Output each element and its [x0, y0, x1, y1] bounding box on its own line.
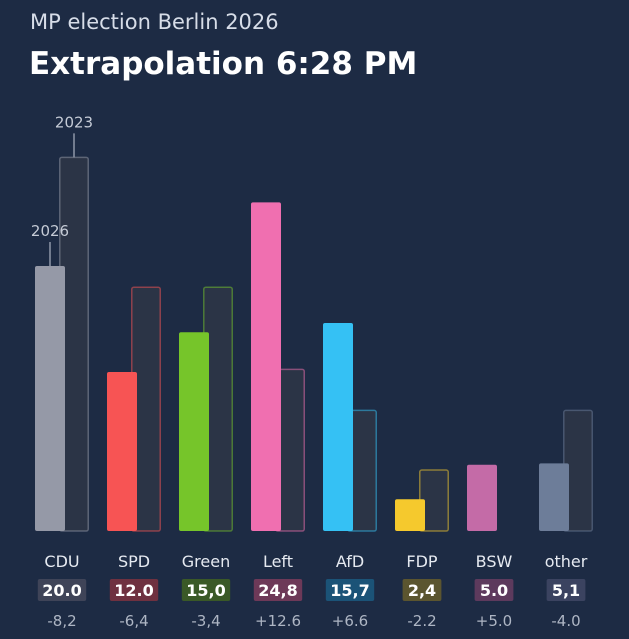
value-label-left: 24,8 — [258, 581, 297, 600]
change-label-bsw: +5.0 — [476, 612, 512, 630]
bar-2026-fdp — [395, 499, 425, 531]
value-badge-spd — [109, 579, 159, 601]
value-badge-fdp — [402, 579, 442, 601]
value-label-spd: 12.0 — [114, 581, 153, 600]
change-label-left: +12.6 — [255, 612, 301, 630]
change-label-green: -3,4 — [191, 612, 220, 630]
value-badge-bsw — [474, 579, 514, 601]
bar-2026-green — [179, 332, 209, 531]
bar-2026-other — [539, 463, 569, 531]
value-label-fdp: 2,4 — [408, 581, 436, 600]
value-badge-green — [181, 579, 231, 601]
value-label-other: 5,1 — [552, 581, 580, 600]
bar-2026-spd — [107, 372, 137, 531]
value-badge-cdu — [37, 579, 87, 601]
category-label-spd: SPD — [118, 552, 150, 571]
series-2026-label: 2026 — [31, 222, 69, 240]
category-label-fdp: FDP — [406, 552, 438, 571]
category-label-left: Left — [263, 552, 293, 571]
chart-title: Extrapolation 6:28 PM — [29, 46, 418, 82]
bar-2026-cdu — [35, 266, 65, 531]
value-label-cdu: 20.0 — [42, 581, 81, 600]
change-label-afd: +6.6 — [332, 612, 368, 630]
value-badge-other — [546, 579, 586, 601]
change-label-other: -4.0 — [551, 612, 580, 630]
change-label-spd: -6,4 — [119, 612, 148, 630]
series-2023-label: 2023 — [55, 113, 93, 131]
value-label-bsw: 5.0 — [480, 581, 508, 600]
category-label-green: Green — [182, 552, 230, 571]
value-label-afd: 15,7 — [330, 581, 369, 600]
category-label-afd: AfD — [336, 552, 364, 571]
bar-2026-bsw — [467, 464, 497, 531]
value-badge-afd — [325, 579, 375, 601]
category-label-other: other — [545, 552, 588, 571]
change-label-fdp: -2.2 — [407, 612, 436, 630]
value-badge-left — [253, 579, 303, 601]
bar-2026-afd — [323, 322, 353, 531]
category-label-bsw: BSW — [476, 552, 513, 571]
value-label-green: 15,0 — [186, 581, 225, 600]
change-label-cdu: -8,2 — [47, 612, 76, 630]
bar-2026-left — [251, 202, 281, 531]
category-label-cdu: CDU — [44, 552, 79, 571]
chart-subtitle: MP election Berlin 2026 — [30, 10, 279, 34]
